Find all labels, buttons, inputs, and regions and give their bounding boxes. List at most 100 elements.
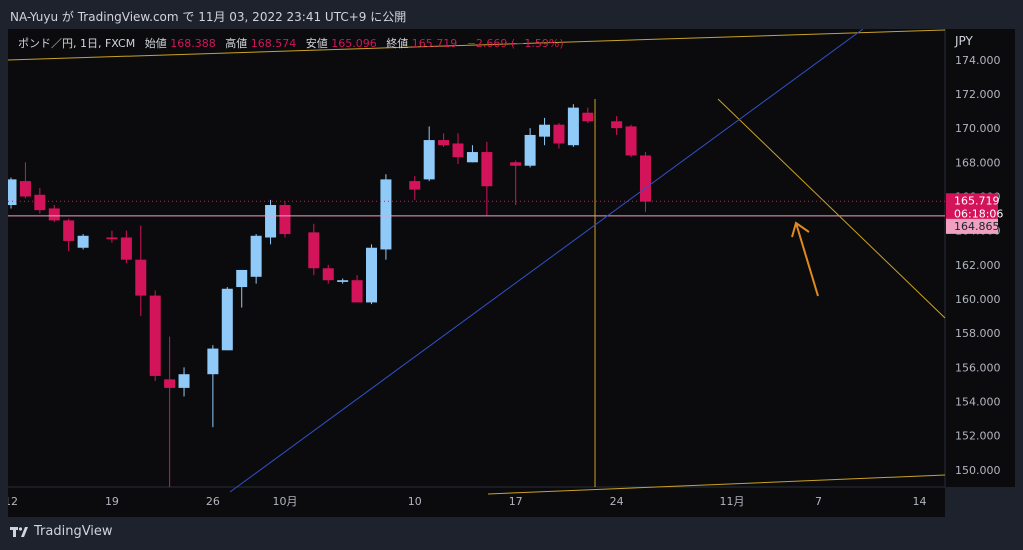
legend-change: −2.669 (−1.59%): [467, 37, 564, 50]
candle[interactable]: [639, 152, 651, 212]
candle[interactable]: [466, 145, 478, 163]
candle-body: [380, 179, 392, 250]
candle-body: [322, 268, 334, 281]
time-axis[interactable]: 12 19 26 10月 10 17 24 11月 7 14: [8, 495, 926, 508]
hline-price-badge: 164.865: [946, 218, 1000, 234]
y-tick-label: 160.000: [955, 293, 1001, 306]
candle-body: [265, 205, 277, 238]
x-tick-label: 17: [509, 495, 523, 508]
x-tick-label: 10月: [272, 495, 297, 508]
candle[interactable]: [120, 230, 132, 264]
candle[interactable]: [452, 133, 464, 165]
candle[interactable]: [221, 287, 233, 351]
candle-body: [625, 126, 637, 156]
candle[interactable]: [539, 117, 551, 146]
plot-background: [8, 29, 945, 487]
candle[interactable]: [34, 187, 46, 214]
x-tick-label: 7: [815, 495, 822, 508]
candle-body: [178, 374, 190, 388]
candle-body: [582, 112, 594, 122]
arrow-annotation[interactable]: [791, 221, 819, 297]
candle-body: [510, 162, 522, 166]
legend-open-value: 168.388: [170, 37, 216, 50]
candle[interactable]: [582, 107, 594, 123]
y-tick-label: 162.000: [955, 259, 1001, 272]
legend-open-label: 始値: [145, 36, 167, 50]
support-trend-line[interactable]: [229, 29, 864, 493]
candle[interactable]: [265, 199, 277, 245]
y-tick-label: 168.000: [955, 156, 1001, 169]
candle[interactable]: [351, 275, 363, 303]
x-tick-label: 24: [610, 495, 624, 508]
candle[interactable]: [409, 175, 421, 200]
publish-header: NA-Yuyu が TradingView.com で 11月 03, 2022…: [10, 10, 407, 24]
tradingview-brand[interactable]: TradingView: [10, 524, 113, 539]
candle-body: [366, 247, 377, 303]
candle[interactable]: [207, 345, 219, 428]
brand-name: TradingView: [34, 524, 113, 539]
x-tick-label: 11月: [720, 495, 745, 508]
candle-body: [279, 205, 291, 235]
candle[interactable]: [279, 201, 291, 238]
candle[interactable]: [553, 122, 565, 149]
candle[interactable]: [611, 116, 623, 135]
candle[interactable]: [308, 223, 320, 276]
candle[interactable]: [135, 225, 147, 317]
price-axis-background: [945, 29, 1015, 487]
candle-body: [19, 181, 31, 197]
legend-low-value: 165.096: [331, 37, 377, 50]
candle[interactable]: [149, 290, 161, 382]
candle-body: [48, 208, 60, 221]
candle-body: [337, 280, 349, 282]
candle[interactable]: [250, 234, 262, 284]
candle[interactable]: [322, 264, 334, 284]
candle[interactable]: [48, 205, 60, 223]
legend-symbol: ポンド／円, 1日, FXCM: [18, 37, 135, 50]
resistance-trend-line[interactable]: [717, 98, 946, 319]
candlestick-chart[interactable]: JPY 174.000172.000170.000168.000166.0001…: [8, 29, 1015, 519]
candle-body: [409, 181, 421, 190]
y-tick-label: 174.000: [955, 54, 1001, 67]
candle-body: [351, 280, 363, 303]
candle[interactable]: [625, 124, 637, 158]
legend-high-value: 168.574: [251, 37, 297, 50]
candle[interactable]: [178, 367, 190, 397]
tradingview-logo-icon: [10, 526, 28, 537]
candle[interactable]: [63, 218, 75, 252]
candle-body: [135, 259, 147, 296]
candle[interactable]: [423, 126, 435, 182]
upper-channel-line[interactable]: [8, 29, 946, 61]
candle[interactable]: [8, 177, 17, 209]
candles-layer: [8, 104, 651, 487]
candle-body: [524, 134, 536, 166]
svg-text:ポンド／円, 1日, FXCM 始値: ポンド／円, 1日, FXCM 始値 168.388 高値 168.574 安値…: [18, 36, 564, 50]
candle[interactable]: [380, 174, 392, 260]
candle[interactable]: [106, 230, 118, 243]
candle-body: [250, 235, 262, 277]
candle[interactable]: [438, 133, 450, 147]
candle[interactable]: [337, 278, 349, 284]
candle-body: [77, 235, 89, 248]
x-tick-label: 19: [105, 495, 119, 508]
candle-body: [466, 152, 478, 163]
candle[interactable]: [481, 141, 493, 216]
candle[interactable]: [510, 160, 522, 206]
candle[interactable]: [366, 244, 377, 305]
candle[interactable]: [567, 104, 579, 147]
candle-body: [149, 295, 161, 376]
x-tick-label: 14: [912, 495, 926, 508]
lower-channel-line[interactable]: [487, 474, 946, 495]
candle[interactable]: [164, 336, 176, 487]
y-tick-label: 172.000: [955, 88, 1001, 101]
candle[interactable]: [236, 269, 248, 308]
y-tick-label: 170.000: [955, 122, 1001, 135]
candle[interactable]: [77, 234, 89, 250]
legend-close-value: 165.719: [412, 37, 458, 50]
candle-body: [438, 140, 450, 146]
candle[interactable]: [19, 162, 31, 199]
candle-body: [207, 348, 219, 375]
currency-label: JPY: [954, 34, 974, 48]
candle[interactable]: [524, 128, 536, 168]
